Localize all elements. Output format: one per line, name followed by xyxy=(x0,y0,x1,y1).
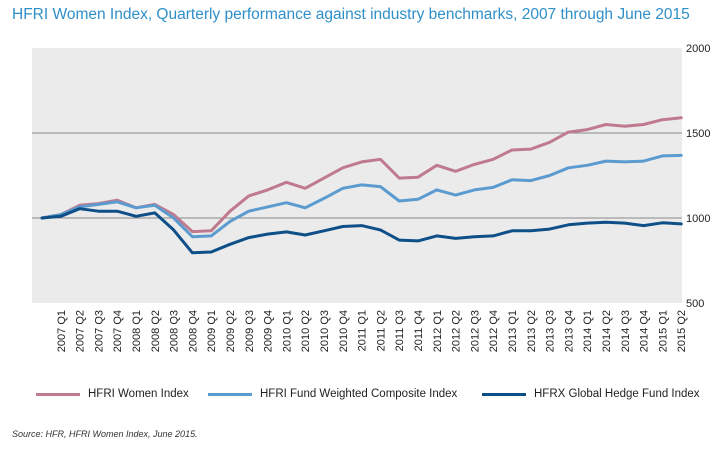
x-tick-label: 2009 Q3 xyxy=(244,310,256,352)
x-axis-tick-labels: 2007 Q1 2007 Q2 2007 Q3 2007 Q4 2008 Q1 2008 … xyxy=(56,310,688,352)
legend-item-hfri-women: HFRI Women Index xyxy=(36,386,189,402)
x-tick-label: 2010 Q4 xyxy=(338,310,350,352)
x-tick-label: 2010 Q1 xyxy=(281,310,293,352)
legend-item-hfrx-global: HFRX Global Hedge Fund Index xyxy=(482,386,700,402)
x-tick-label: 2012 Q4 xyxy=(488,310,500,352)
source-note: Source: HFR, HFRI Women Index, June 2015… xyxy=(12,429,198,439)
legend-swatch-hfri-women xyxy=(36,392,80,396)
legend: HFRI Women Index HFRI Fund Weighted Comp… xyxy=(0,386,728,402)
x-tick-label: 2013 Q3 xyxy=(545,310,557,352)
y-tick-label-2000: 2000 xyxy=(686,43,710,55)
x-tick-label: 2008 Q4 xyxy=(187,310,199,352)
x-tick-label: 2008 Q1 xyxy=(131,310,143,352)
x-tick-label: 2009 Q4 xyxy=(263,310,275,352)
x-tick-label: 2014 Q2 xyxy=(601,310,613,352)
series-line-1 xyxy=(40,153,683,239)
chart-title: HFRI Women Index, Quarterly performance … xyxy=(12,6,690,23)
x-tick-label: 2011 Q4 xyxy=(413,310,425,351)
legend-label-hfri-composite: HFRI Fund Weighted Composite Index xyxy=(260,388,458,400)
x-tick-label: 2008 Q2 xyxy=(150,310,162,352)
y-tick-label-500: 500 xyxy=(686,298,704,310)
x-tick-label: 2007 Q1 xyxy=(56,310,68,352)
x-tick-label: 2011 Q2 xyxy=(375,310,387,351)
legend-item-hfri-composite: HFRI Fund Weighted Composite Index xyxy=(208,386,457,402)
x-tick-label: 2007 Q3 xyxy=(93,310,105,352)
x-tick-label: 2015 Q1 xyxy=(657,310,669,352)
legend-label-hfrx-global: HFRX Global Hedge Fund Index xyxy=(534,388,700,400)
y-tick-label-1000: 1000 xyxy=(686,213,710,225)
y-tick-label-1500: 1500 xyxy=(686,128,710,140)
legend-swatch-hfrx-global xyxy=(482,392,526,396)
x-tick-label: 2007 Q2 xyxy=(75,310,87,352)
x-tick-label: 2011 Q3 xyxy=(394,310,406,351)
x-tick-label: 2014 Q4 xyxy=(639,310,651,352)
x-tick-label: 2009 Q1 xyxy=(206,310,218,352)
y-axis-tick-labels: 500 1000 1500 2000 xyxy=(686,43,710,310)
x-tick-label: 2012 Q3 xyxy=(469,310,481,352)
x-tick-label: 2013 Q2 xyxy=(526,310,538,352)
x-tick-label: 2014 Q3 xyxy=(620,310,632,352)
x-tick-label: 2007 Q4 xyxy=(112,310,124,352)
x-tick-label: 2013 Q1 xyxy=(507,310,519,352)
x-tick-label: 2009 Q2 xyxy=(225,310,237,352)
x-tick-label: 2014 Q1 xyxy=(582,310,594,352)
x-tick-label: 2012 Q1 xyxy=(432,310,444,352)
x-tick-label: 2010 Q3 xyxy=(319,310,331,352)
x-tick-label: 2013 Q4 xyxy=(563,310,575,352)
series-lines xyxy=(40,116,683,255)
gridlines xyxy=(32,132,682,219)
plot-area-background xyxy=(32,48,682,303)
x-tick-label: 2010 Q2 xyxy=(300,310,312,352)
legend-swatch-hfri-composite xyxy=(208,392,252,396)
x-tick-label: 2008 Q3 xyxy=(169,310,181,352)
series-line-2 xyxy=(40,207,683,255)
legend-label-hfri-women: HFRI Women Index xyxy=(88,388,189,400)
x-tick-label: 2012 Q2 xyxy=(451,310,463,352)
x-tick-label: 2015 Q2 xyxy=(676,310,688,352)
x-tick-label: 2011 Q1 xyxy=(357,310,369,351)
